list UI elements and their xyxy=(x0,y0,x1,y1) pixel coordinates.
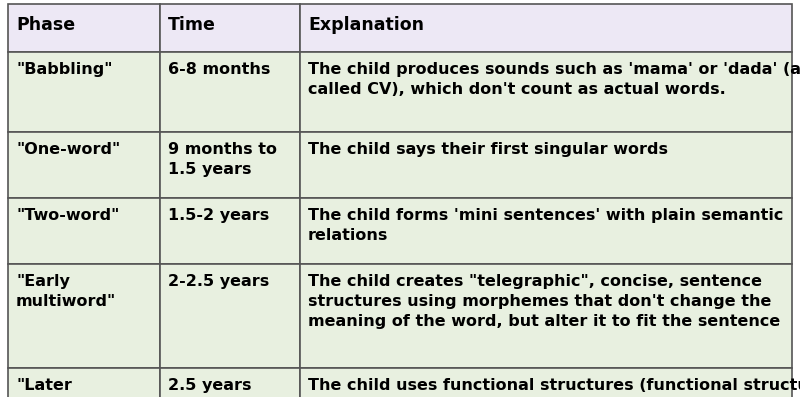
Bar xyxy=(8,4,160,52)
Text: The child forms 'mini sentences' with plain semantic
relations: The child forms 'mini sentences' with pl… xyxy=(308,208,783,243)
Text: 6-8 months: 6-8 months xyxy=(168,62,270,77)
Bar xyxy=(300,368,792,397)
Bar xyxy=(300,4,792,52)
Text: "Later
multiword": "Later multiword" xyxy=(16,378,116,397)
Bar xyxy=(8,368,160,397)
Text: The child uses functional structures (functional structures
are morphemes that c: The child uses functional structures (fu… xyxy=(308,378,800,397)
Bar xyxy=(300,264,792,368)
Bar xyxy=(160,368,300,397)
Text: 2.5 years
onwards: 2.5 years onwards xyxy=(168,378,251,397)
Bar xyxy=(160,4,300,52)
Text: Explanation: Explanation xyxy=(308,16,424,34)
Text: 2-2.5 years: 2-2.5 years xyxy=(168,274,270,289)
Text: "Early
multiword": "Early multiword" xyxy=(16,274,116,309)
Bar xyxy=(300,132,792,198)
Text: The child produces sounds such as 'mama' or 'dada' (also
called CV), which don't: The child produces sounds such as 'mama'… xyxy=(308,62,800,97)
Text: "Two-word": "Two-word" xyxy=(16,208,119,223)
Bar xyxy=(300,198,792,264)
Text: Phase: Phase xyxy=(16,16,75,34)
Bar xyxy=(8,132,160,198)
Bar xyxy=(8,198,160,264)
Text: "Babbling": "Babbling" xyxy=(16,62,113,77)
Bar xyxy=(300,52,792,132)
Text: Time: Time xyxy=(168,16,216,34)
Text: The child creates "telegraphic", concise, sentence
structures using morphemes th: The child creates "telegraphic", concise… xyxy=(308,274,780,329)
Bar xyxy=(8,264,160,368)
Bar xyxy=(160,52,300,132)
Bar xyxy=(160,264,300,368)
Bar xyxy=(160,198,300,264)
Text: 1.5-2 years: 1.5-2 years xyxy=(168,208,270,223)
Text: 9 months to
1.5 years: 9 months to 1.5 years xyxy=(168,142,277,177)
Text: "One-word": "One-word" xyxy=(16,142,120,157)
Bar xyxy=(160,132,300,198)
Text: The child says their first singular words: The child says their first singular word… xyxy=(308,142,668,157)
Bar xyxy=(8,52,160,132)
